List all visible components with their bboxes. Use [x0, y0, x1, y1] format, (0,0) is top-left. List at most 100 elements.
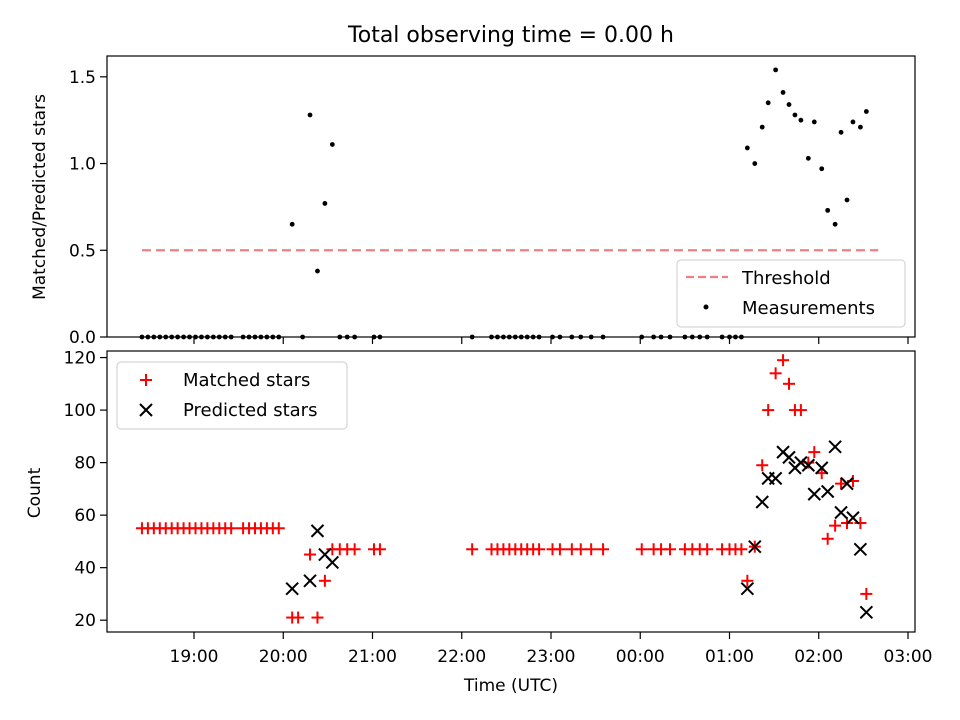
matched-star-point: [777, 354, 790, 367]
matched-star-point: [794, 404, 807, 417]
measurement-point: [811, 119, 817, 125]
predicted-star-point: [325, 555, 340, 570]
legend-matched-label: Matched stars: [183, 370, 310, 391]
x-axis-label: Time (UTC): [463, 676, 558, 696]
predicted-star-point: [755, 495, 769, 509]
top-legend-box: [676, 259, 906, 328]
xtick-label: 00:00: [616, 647, 665, 667]
matched-star-point: [735, 543, 748, 556]
bottom-ytick-label: 120: [64, 349, 96, 369]
top-ytick-label: 0.0: [69, 328, 96, 348]
ratio-panel: Total observing time = 0.00 h Matched/Pr…: [30, 23, 916, 348]
predicted-star-point: [853, 542, 868, 556]
bottom-ytick-label: 100: [64, 401, 96, 421]
matched-star-point: [860, 587, 873, 600]
matched-star-point: [553, 543, 566, 556]
matched-star-point: [373, 543, 386, 556]
xtick-label: 23:00: [527, 647, 576, 667]
xtick-label: 01:00: [705, 647, 754, 667]
predicted-star-point: [768, 471, 783, 486]
matched-star-point: [835, 477, 848, 490]
bottom-legend-box: [116, 361, 348, 430]
bottom-ytick-label: 40: [74, 559, 96, 579]
measurement-point: [289, 221, 295, 227]
top-y-axis-label: Matched/Predicted stars: [30, 94, 50, 300]
measurement-point: [322, 201, 328, 206]
matched-star-point: [808, 446, 821, 459]
predicted-star-point: [840, 476, 854, 491]
matched-star-point: [318, 574, 331, 587]
predicted-star-point: [828, 440, 842, 454]
measurement-point: [744, 145, 750, 151]
predicted-star-point: [815, 461, 829, 475]
bottom-ytick-label: 20: [74, 611, 96, 631]
predicted-star-point: [807, 487, 821, 501]
matched-star-point: [756, 459, 769, 472]
measurement-point: [838, 129, 844, 135]
bottom-plot-frame: [106, 350, 916, 633]
xtick-label: 22:00: [437, 647, 486, 667]
predicted-star-point: [740, 581, 755, 596]
count-panel: Count Time (UTC) 20 40 60 80 100 120 19:00 20:0…: [25, 349, 933, 696]
measurement-point: [805, 155, 811, 161]
predicted-star-point: [834, 505, 848, 520]
matched-star-point: [272, 522, 285, 535]
predicted-star-point: [285, 581, 299, 596]
predicted-star-point: [859, 605, 874, 620]
xtick-label: 21:00: [348, 647, 397, 667]
top-ytick-label: 0.5: [69, 241, 96, 261]
measurement-point: [792, 112, 798, 118]
matched-star-point: [585, 543, 598, 556]
xtick-label: 19:00: [170, 647, 219, 667]
measurement-point: [863, 109, 869, 114]
legend-matched-marker: [140, 374, 152, 386]
measurement-point: [844, 197, 850, 203]
predicted-star-point: [310, 524, 325, 538]
predicted-star-point: [303, 574, 317, 588]
matched-star-point: [597, 543, 610, 556]
predicted-star-point: [748, 539, 762, 554]
measurement-point: [329, 142, 335, 147]
predicted-star-point: [820, 484, 835, 499]
measurement-point: [850, 119, 856, 125]
measurement-point: [315, 268, 320, 274]
xtick-label: 20:00: [259, 647, 308, 667]
legend-matched-swatch: [140, 374, 152, 386]
xtick-label: 02:00: [794, 647, 843, 667]
top-ytick-label: 1.5: [69, 68, 96, 88]
measurement-point: [780, 90, 786, 95]
predicted-star-point: [801, 458, 816, 472]
top-plot-frame: [106, 55, 916, 338]
measurement-point: [798, 117, 804, 123]
legend-predicted-label: Predicted stars: [183, 400, 317, 421]
matched-star-point: [701, 543, 714, 556]
top-legend: Threshold Measurements: [676, 259, 906, 328]
bottom-ytick-label: 60: [74, 506, 96, 526]
matched-star-point: [741, 574, 754, 587]
legend-predicted-marker: [139, 403, 153, 417]
legend-predicted-swatch: [139, 403, 153, 417]
legend-measurements-label: Measurements: [742, 298, 875, 319]
matched-star-point: [533, 543, 546, 556]
measurement-point: [825, 207, 831, 213]
legend-measurements-swatch: [703, 304, 709, 310]
matched-star-point: [769, 367, 782, 380]
matched-star-point: [304, 548, 317, 561]
measurement-point: [819, 166, 825, 172]
measurement-point: [765, 100, 771, 106]
measurement-point: [307, 112, 313, 118]
matched-star-point: [348, 543, 361, 556]
measurement-point: [832, 221, 838, 227]
matched-star-point: [854, 517, 867, 530]
matched-star-point: [762, 404, 775, 417]
measurement-point: [752, 161, 758, 166]
predicted-star-point: [794, 455, 808, 470]
matched-star-point: [821, 532, 834, 545]
predicted-star-point: [782, 450, 796, 465]
bottom-y-axis-label: Count: [25, 467, 45, 518]
measurement-point: [759, 124, 765, 130]
bottom-legend: Matched stars Predicted stars: [116, 361, 348, 430]
measurement-point: [858, 124, 863, 130]
matched-star-point: [664, 543, 676, 556]
